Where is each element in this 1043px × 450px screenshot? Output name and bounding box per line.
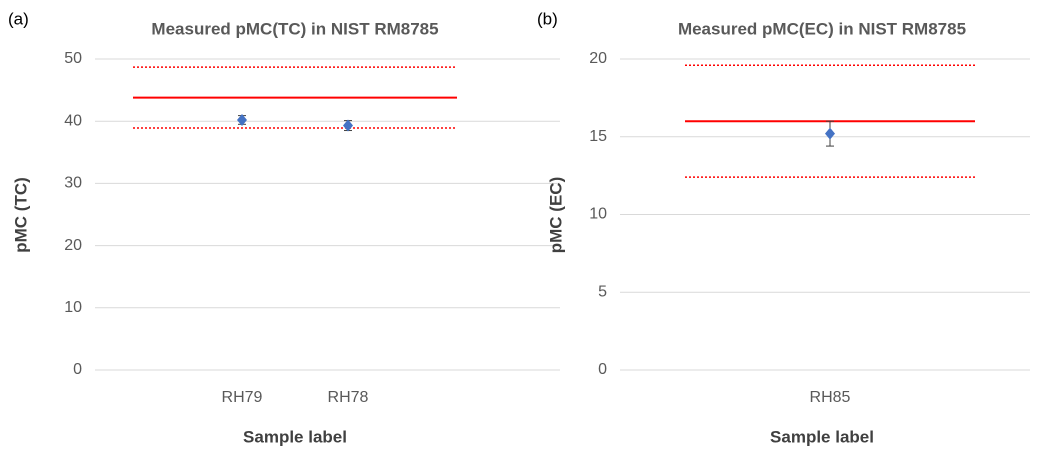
point — [343, 119, 353, 132]
y-tick-label: 40 — [64, 112, 82, 129]
y-tick-label: 30 — [64, 175, 82, 192]
x-tick-label: RH78 — [328, 389, 369, 406]
y-tick-label: 15 — [589, 128, 607, 145]
y-tick-label: 5 — [598, 283, 607, 300]
panel-label: (a) — [8, 9, 29, 28]
y-tick-label: 20 — [64, 237, 82, 254]
x-axis-label: Sample label — [243, 427, 347, 446]
y-tick-label: 20 — [589, 50, 607, 67]
x-tick-label: RH85 — [810, 389, 851, 406]
y-tick-label: 10 — [589, 206, 607, 223]
point — [825, 127, 835, 140]
y-tick-label: 0 — [598, 361, 607, 378]
y-axis-label: pMC (TC) — [11, 177, 30, 253]
x-axis-label: Sample label — [770, 427, 874, 446]
chart-title: Measured pMC(EC) in NIST RM8785 — [678, 19, 966, 38]
x-tick-label: RH79 — [222, 389, 263, 406]
y-tick-label: 10 — [64, 299, 82, 316]
point — [237, 113, 247, 126]
y-tick-label: 50 — [64, 50, 82, 67]
chart-title: Measured pMC(TC) in NIST RM8785 — [151, 19, 438, 38]
panel-label: (b) — [537, 9, 558, 28]
y-tick-label: 0 — [73, 361, 82, 378]
y-axis-label: pMC (EC) — [546, 177, 565, 253]
